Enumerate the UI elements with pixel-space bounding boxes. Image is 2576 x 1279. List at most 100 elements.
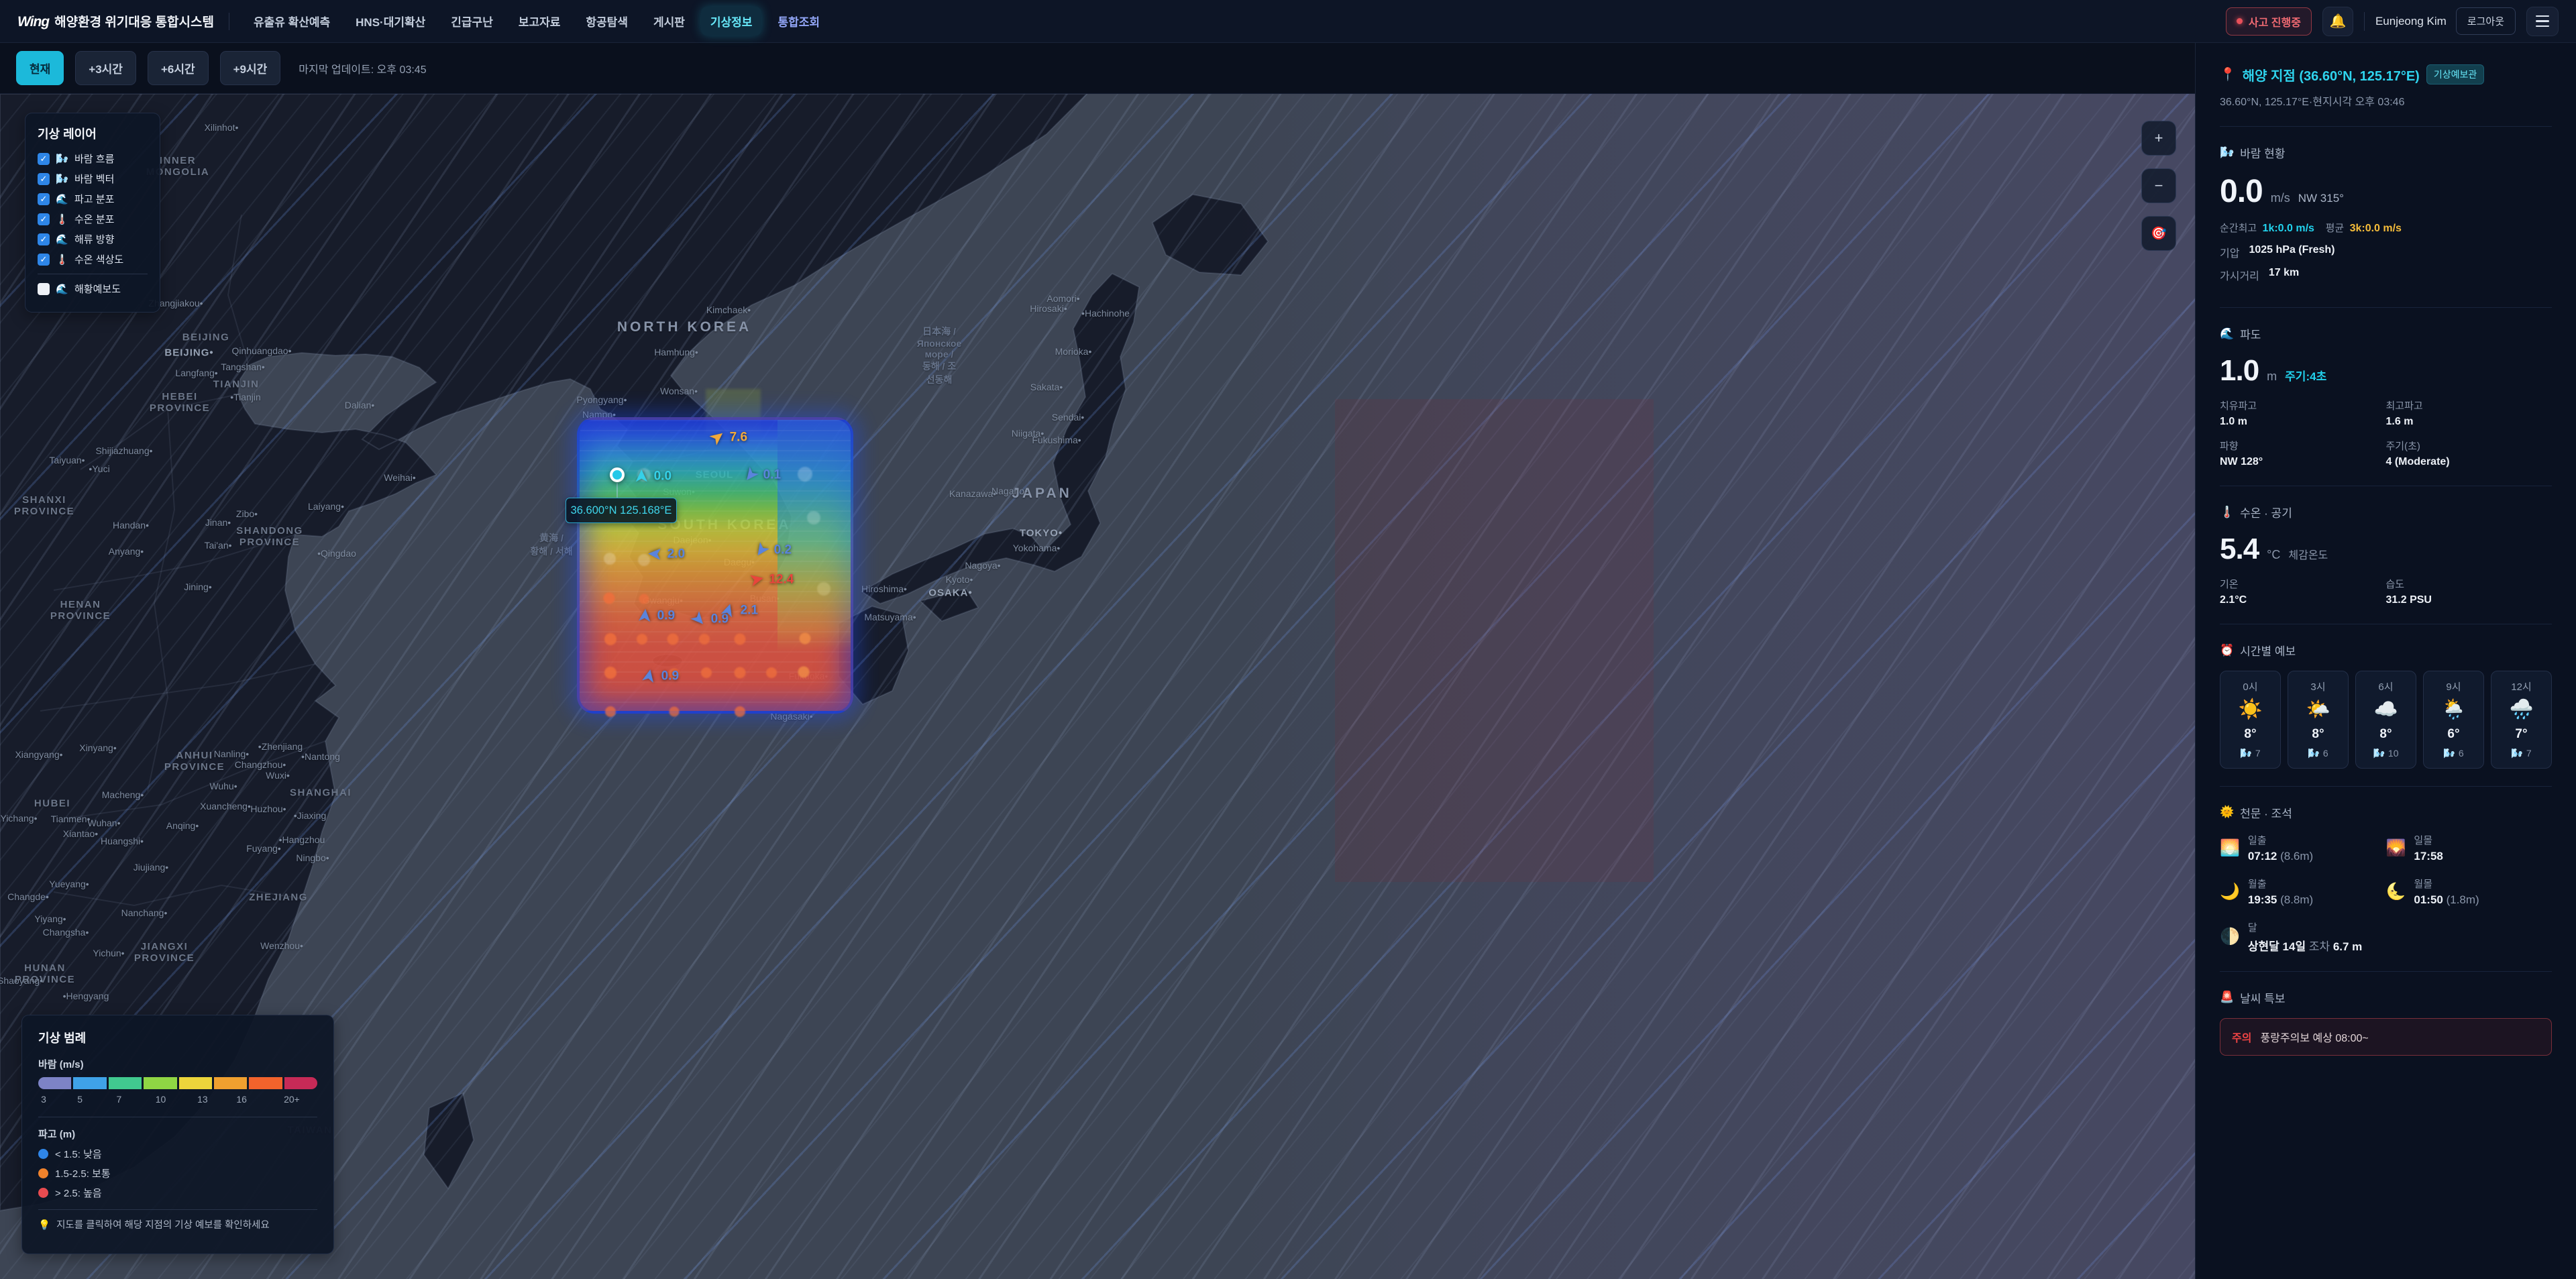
temp-stat-1-label: 습도 (2385, 579, 2405, 590)
logout-button[interactable]: 로그아웃 (2455, 7, 2516, 35)
wind-swatch-0 (38, 1077, 72, 1089)
forecaster-badge[interactable]: 기상예보관 (2426, 64, 2485, 85)
locate-button[interactable]: 🎯 (2141, 216, 2176, 251)
layer-checkbox[interactable]: ✓ (38, 253, 50, 266)
layer-label: 해류 방향 (74, 234, 115, 245)
time-selector-bar: 현재 +3시간 +6시간 +9시간 마지막 업데이트: 오후 03:45 (0, 43, 2195, 94)
hourly-card-1[interactable]: 3시 🌤️ 8° 🌬️ 6 (2288, 671, 2349, 769)
incident-status-badge[interactable]: 사고 진행중 (2225, 7, 2312, 36)
layer-checkbox[interactable]: ✓ (38, 152, 50, 165)
nav-item-1[interactable]: HNS·대기확산 (356, 16, 426, 29)
wave-stat-1-label: 최고파고 (2385, 400, 2423, 412)
map-hint: 💡 지도를 클릭하여 해당 지점의 기상 예보를 확인하세요 (38, 1219, 317, 1233)
astro-row-0: 🌅 일출 07:12 (8.6m) (2220, 833, 2386, 863)
visibility-label: 가시거리 (2220, 271, 2259, 282)
astro-row-3: 🌜 월몰 01:50 (1.8m) (2386, 877, 2553, 907)
hourly-card-0[interactable]: 0시 ☀️ 8° 🌬️ 7 (2220, 671, 2281, 769)
notifications-button[interactable]: 🔔 (2322, 6, 2353, 36)
layer-item-5[interactable]: ✓ 🌡️ 수온 색상도 (38, 252, 148, 266)
hourly-card-4[interactable]: 12시 🌧️ 7° 🌬️ 7 (2491, 671, 2552, 769)
nav-item-6[interactable]: 기상정보 (700, 7, 762, 36)
hourly-card-3[interactable]: 9시 🌦️ 6° 🌬️ 6 (2423, 671, 2484, 769)
layer-item-2[interactable]: ✓ 🌊 파고 분포 (38, 192, 148, 206)
time-button-2[interactable]: +6시간 (147, 51, 209, 85)
zoom-in-button[interactable]: + (2141, 121, 2176, 156)
visibility-value: 17 km (2268, 267, 2300, 278)
astro-row-0-info: 일출 07:12 (8.6m) (2248, 833, 2313, 863)
nav-item-0[interactable]: 유출유 확산예측 (253, 16, 331, 29)
wave-legend-item-2: > 2.5: 높음 (38, 1186, 317, 1200)
zoom-out-button[interactable]: − (2141, 168, 2176, 203)
location-title: 해양 지점 (36.60°N, 125.17°E) (2242, 68, 2420, 84)
wave-legend-label: > 2.5: 높음 (55, 1188, 102, 1199)
temp-stats-grid: 기온 2.1°C 습도 31.2 PSU (2220, 577, 2552, 606)
wave-dot-icon (38, 1149, 48, 1159)
wind-icon: 🌬️ (2220, 146, 2235, 159)
layer-checkbox[interactable]: ✓ (38, 192, 50, 205)
wind-icon: 🌬️ (2373, 747, 2385, 759)
heatmap-bands (580, 420, 851, 711)
time-button-0[interactable]: 현재 (16, 51, 64, 85)
layer-item-extra-0[interactable]: 🌊 해황예보도 (38, 282, 148, 296)
layer-checkbox[interactable]: ✓ (38, 233, 50, 245)
wave-stat-0-label: 치유파고 (2220, 400, 2257, 412)
tide-range-value: 6.7 m (2332, 940, 2363, 953)
menu-button[interactable] (2526, 6, 2559, 36)
wave-header: 파도 (2240, 329, 2261, 341)
layer-item-3[interactable]: ✓ 🌡️ 수온 분포 (38, 212, 148, 226)
weather-layers-panel: 기상 레이어 ✓ 🌬️ 바람 흐름 ✓ 🌬️ 바람 벡터 ✓ 🌊 파고 분포 ✓ 🌡️ 수온 분포 ✓ 🌊… (25, 113, 160, 313)
wind-icon: 🌬️ (2511, 747, 2523, 759)
hourly-wind: 🌬️ 7 (2240, 748, 2260, 759)
hourly-time: 0시 (2243, 681, 2258, 693)
astro-row-2: 🌙 월출 19:35 (8.8m) (2220, 877, 2386, 907)
nav-item-3[interactable]: 보고자료 (518, 16, 561, 29)
alert-item[interactable]: 주의 풍랑주의보 예상 08:00~ (2220, 1017, 2552, 1056)
time-button-1[interactable]: +3시간 (75, 51, 136, 85)
hourly-cards: 0시 ☀️ 8° 🌬️ 7 3시 🌤️ 8° 🌬️ 6 6시 ☁️ 8° 🌬️ 10 9시 🌦️ 6° 🌬️ 6 12시… (2220, 671, 2552, 769)
temp-stat-0: 기온 2.1°C (2220, 577, 2386, 606)
nav-item-4[interactable]: 항공탐색 (586, 16, 628, 29)
layer-item-1[interactable]: ✓ 🌬️ 바람 벡터 (38, 172, 148, 186)
layer-item-4[interactable]: ✓ 🌊 해류 방향 (38, 232, 148, 246)
alert-header: 날씨 특보 (2240, 992, 2286, 1005)
wave-stat-2: 파향 NW 128° (2220, 439, 2386, 468)
astro-row-1-time: 17:58 (2414, 849, 2443, 863)
hourly-forecast-section: ⏰ 시간별 예보 0시 ☀️ 8° 🌬️ 7 3시 🌤️ 8° 🌬️ 6 6시 ☁️ 8° 🌬️ 10 9시 🌦… (2220, 624, 2552, 787)
hourly-wind: 🌬️ 6 (2308, 748, 2328, 759)
layer-type-icon: 🌊 (56, 283, 68, 295)
layer-checkbox[interactable]: ✓ (38, 213, 50, 225)
hourly-time: 9시 (2446, 681, 2461, 693)
selected-point-marker[interactable] (610, 467, 625, 482)
wave-stat-1-value: 1.6 m (2385, 416, 2414, 427)
moon-phase-row-value: 상현달 14일 조차 6.7 m (2248, 937, 2362, 954)
wave-stat-3-value: 4 (Moderate) (2385, 456, 2450, 467)
hourly-wind: 🌬️ 10 (2373, 748, 2398, 759)
nav-item-7[interactable]: 통합조회 (777, 16, 820, 29)
layer-checkbox[interactable]: ✓ (38, 172, 50, 185)
nav-item-2[interactable]: 긴급구난 (451, 16, 493, 29)
time-button-3[interactable]: +9시간 (219, 51, 281, 85)
wave-legend-label: 1.5-2.5: 보통 (55, 1168, 111, 1180)
incident-dot-icon (2236, 18, 2243, 24)
hourly-wind-value: 7 (2526, 748, 2532, 759)
temp-stat-1-value: 31.2 PSU (2385, 594, 2432, 606)
hourly-card-2[interactable]: 6시 ☁️ 8° 🌬️ 10 (2355, 671, 2416, 769)
astro-row-0-height: (8.6m) (2277, 849, 2314, 863)
wind-swatch-3 (144, 1077, 177, 1089)
location-section: 📍 해양 지점 (36.60°N, 125.17°E) 기상예보관 36.60°… (2220, 43, 2552, 127)
moon-phase-row: 🌓 달 상현달 14일 조차 6.7 m (2220, 920, 2552, 954)
moon-phase-row-info: 달 상현달 14일 조차 6.7 m (2248, 920, 2362, 954)
temp-stat-1: 습도 31.2 PSU (2386, 577, 2553, 606)
menu-bar (2536, 20, 2549, 22)
temp-header: 수온 · 공기 (2240, 507, 2292, 520)
layer-label: 바람 흐름 (74, 154, 115, 165)
nav-item-5[interactable]: 게시판 (653, 16, 685, 29)
layer-item-0[interactable]: ✓ 🌬️ 바람 흐름 (38, 152, 148, 166)
last-update-text: 마지막 업데이트: 오후 03:45 (299, 64, 427, 76)
wave-stat-1: 최고파고 1.6 m (2386, 398, 2553, 428)
weather-map[interactable]: Xilinhot• INNER MONGOLIA Zhangjiakou• BEIJI… (0, 94, 2195, 1279)
wind-scale-label: 5 (77, 1094, 83, 1105)
astro-grid: 🌅 일출 07:12 (8.6m) 🌄 일몰 17:58 🌙 월출 19:35 (8.8m) 🌜 월… (2220, 833, 2552, 954)
wave-period-badge: 주기:4초 (2285, 370, 2327, 383)
layer-checkbox[interactable] (38, 282, 50, 295)
